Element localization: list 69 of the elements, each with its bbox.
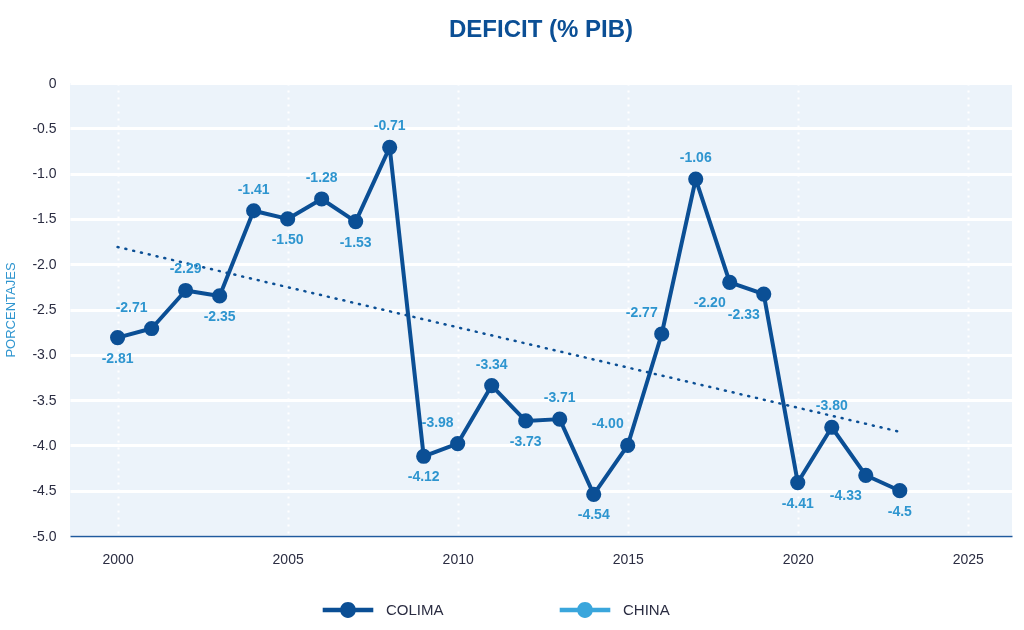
- data-label: -3.98: [421, 413, 454, 430]
- x-tick-label: 2010: [442, 550, 474, 567]
- point: [382, 139, 398, 155]
- data-label: -2.77: [625, 303, 658, 320]
- point: [212, 288, 228, 304]
- x-tick-label: 2015: [612, 550, 644, 567]
- data-label: -1.53: [339, 233, 372, 250]
- data-label: -1.41: [237, 180, 270, 197]
- point: [518, 413, 534, 429]
- point: [314, 191, 330, 207]
- point: [144, 320, 160, 337]
- x-tick-label: 2020: [782, 550, 815, 567]
- data-label: -0.71: [373, 117, 406, 134]
- y-tick-label: -2.5: [32, 301, 57, 317]
- x-tick-label: 2005: [272, 550, 304, 567]
- y-tick-label: -4.0: [32, 436, 57, 453]
- y-axis-title: PORCENTAJES: [3, 262, 19, 358]
- data-label: -3.71: [543, 389, 576, 406]
- data-label: -2.33: [727, 306, 760, 323]
- legend-label: COLIMA: [386, 601, 444, 618]
- y-tick-label: -1.0: [32, 165, 57, 182]
- point: [348, 214, 364, 230]
- point: [416, 448, 432, 464]
- data-label: -2.81: [101, 349, 134, 366]
- data-label: -1.06: [679, 149, 712, 166]
- data-label: -4.00: [591, 415, 624, 432]
- data-label: -1.28: [305, 168, 338, 185]
- data-label: -2.29: [169, 260, 202, 277]
- x-tick-label: 2025: [952, 550, 985, 567]
- y-tick-label: -2.0: [32, 255, 57, 272]
- point: [756, 286, 772, 302]
- y-tick-label: -0.5: [32, 119, 57, 136]
- point: [280, 211, 296, 227]
- point: [654, 326, 670, 342]
- data-label: -3.80: [815, 397, 848, 414]
- point: [892, 483, 908, 499]
- legend-label: CHINA: [623, 601, 670, 618]
- point: [790, 474, 806, 491]
- x-tick-label: 2000: [102, 550, 134, 567]
- point: [688, 171, 704, 187]
- y-tick-label: -3.0: [32, 346, 57, 363]
- point: [450, 436, 466, 452]
- chart-title: DEFICIT (% PIB): [449, 15, 633, 42]
- point: [586, 486, 602, 502]
- point: [552, 411, 568, 427]
- point: [178, 282, 194, 299]
- point: [484, 378, 500, 394]
- point: [620, 437, 636, 453]
- y-tick-label: -1.5: [32, 210, 57, 227]
- data-label: -4.41: [781, 494, 814, 511]
- y-tick-label: -3.5: [32, 391, 57, 408]
- y-tick-label: -4.5: [32, 482, 57, 499]
- data-label: -2.71: [115, 298, 148, 315]
- data-label: -1.50: [271, 230, 304, 247]
- point: [722, 274, 738, 290]
- data-label: -3.73: [509, 432, 542, 449]
- y-tick-label: -5.0: [32, 527, 57, 544]
- data-label: -4.12: [407, 468, 440, 485]
- data-label: -2.35: [203, 307, 236, 324]
- data-label: -2.20: [693, 294, 726, 311]
- data-label: -3.34: [475, 355, 508, 372]
- data-label: -4.5: [887, 502, 913, 519]
- y-tick-label: 0: [48, 74, 57, 91]
- data-label: -4.33: [829, 487, 862, 504]
- data-label: -4.54: [577, 506, 610, 523]
- point: [246, 203, 262, 219]
- point: [858, 467, 874, 483]
- point: [110, 330, 126, 346]
- point: [824, 419, 840, 435]
